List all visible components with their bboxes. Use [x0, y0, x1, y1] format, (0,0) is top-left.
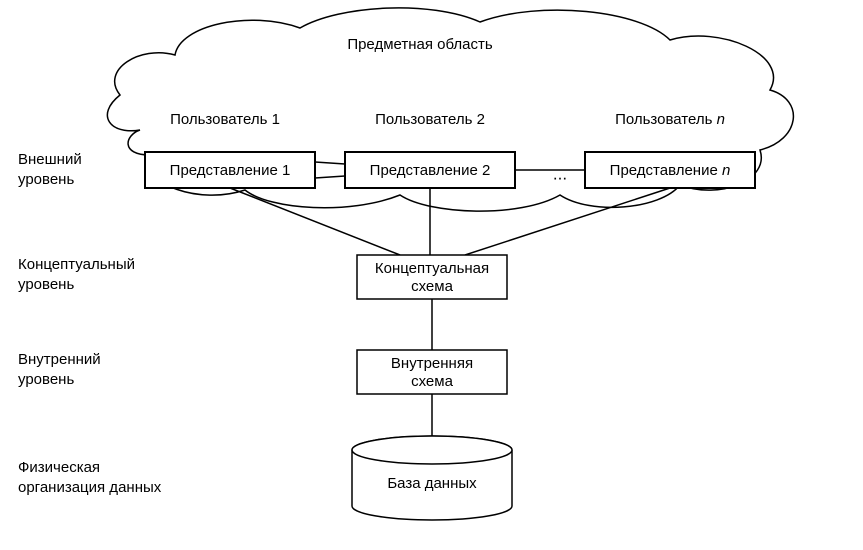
edge-1: [315, 162, 345, 164]
node-rep1-label: Представление 1: [170, 162, 291, 179]
node-repn-label: Представление n: [610, 162, 731, 179]
edge-0: [230, 188, 400, 255]
level-label-3-line2: уровень: [18, 371, 74, 388]
node-conceptual: Концептуальнаясхема: [357, 255, 507, 299]
level-label-1-line1: Внешний: [18, 151, 82, 168]
node-conceptual-line2: схема: [411, 278, 453, 295]
ellipsis: ...: [553, 164, 567, 183]
database-cylinder: База данных: [352, 436, 512, 520]
database-label: База данных: [387, 475, 477, 492]
node-internal: Внутренняясхема: [357, 350, 507, 394]
node-internal-line2: схема: [411, 373, 453, 390]
user-label-2: Пользователь 2: [375, 111, 485, 128]
edge-2: [315, 176, 345, 178]
level-label-2-line2: уровень: [18, 276, 74, 293]
level-label-4-line2: организация данных: [18, 479, 162, 496]
edge-5: [465, 188, 670, 255]
level-label-4-line1: Физическая: [18, 459, 100, 476]
level-label-2-line1: Концептуальный: [18, 256, 135, 273]
user-label-1: Пользователь 1: [170, 111, 280, 128]
node-internal-line1: Внутренняя: [391, 355, 473, 372]
domain-title: Предметная область: [347, 36, 493, 53]
user-label-3: Пользователь n: [615, 111, 725, 128]
node-rep2-label: Представление 2: [370, 162, 491, 179]
level-label-1-line2: уровень: [18, 171, 74, 188]
node-conceptual-line1: Концептуальная: [375, 260, 489, 277]
level-label-3-line1: Внутренний: [18, 351, 101, 368]
node-repn: Представление n: [585, 152, 755, 188]
node-rep1: Представление 1: [145, 152, 315, 188]
node-rep2: Представление 2: [345, 152, 515, 188]
